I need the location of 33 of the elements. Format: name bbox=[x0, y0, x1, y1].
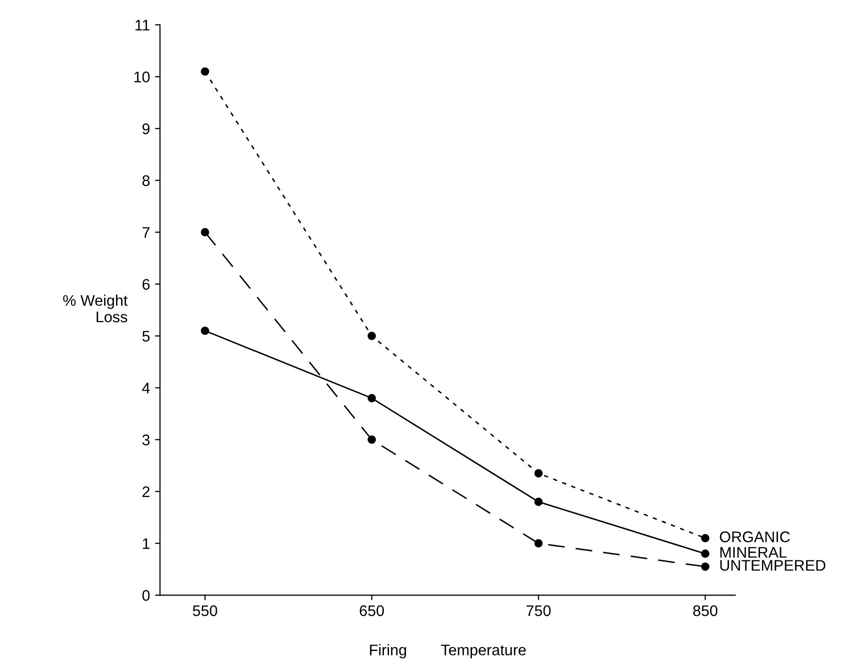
point bbox=[534, 498, 543, 506]
point bbox=[701, 562, 710, 571]
point bbox=[534, 469, 543, 478]
y-tick-label: 11 bbox=[136, 20, 150, 30]
y-tick-label: 4 bbox=[142, 382, 150, 394]
series-label: ORGANIC bbox=[720, 531, 790, 542]
y-tick-label: 7 bbox=[142, 227, 150, 238]
y-tick-label: 5 bbox=[142, 330, 150, 342]
point bbox=[534, 539, 543, 548]
x-tick-label: 550 bbox=[192, 605, 218, 616]
point bbox=[368, 394, 376, 402]
x-tick-label: 750 bbox=[526, 605, 551, 616]
point bbox=[368, 435, 376, 444]
y-tick-label: 8 bbox=[142, 175, 150, 186]
y-tick-label: 0 bbox=[142, 590, 150, 601]
point bbox=[701, 534, 710, 542]
y-tick-label: 6 bbox=[142, 278, 150, 290]
point bbox=[200, 67, 210, 76]
y-tick-label: 10 bbox=[134, 72, 150, 82]
point bbox=[368, 332, 376, 340]
x-tick-label: 650 bbox=[360, 605, 384, 616]
series-label: MINERAL bbox=[720, 547, 787, 558]
y-axis-title: % Weight Loss bbox=[63, 294, 128, 322]
y-tick-label: 9 bbox=[142, 123, 150, 134]
point bbox=[200, 326, 210, 335]
point bbox=[701, 550, 710, 558]
point bbox=[200, 228, 210, 236]
y-tick-label: 1 bbox=[142, 538, 150, 549]
y-tick-label: 2 bbox=[142, 486, 150, 498]
y-tick-label: 3 bbox=[142, 434, 150, 446]
series-label: UNTEMPERED bbox=[720, 560, 826, 571]
x-axis-title: Firing Temperature bbox=[370, 644, 526, 658]
x-tick-label: 850 bbox=[693, 605, 718, 616]
